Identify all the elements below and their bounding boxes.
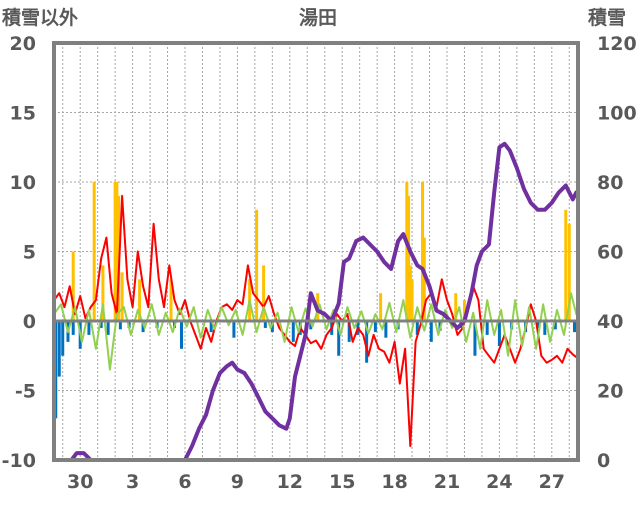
snowfall-bar — [347, 321, 351, 342]
y-left-tick-label: -10 — [2, 450, 36, 472]
precipitation-bar — [564, 209, 568, 321]
precipitation-bar — [101, 265, 105, 321]
precipitation-bar — [71, 251, 75, 321]
y-left-tick-label: -5 — [15, 381, 36, 403]
snowfall-bar — [263, 321, 267, 328]
temp_change-line — [53, 292, 578, 371]
snowfall-bar — [106, 321, 110, 335]
x-tick-label: 12 — [277, 471, 303, 493]
precipitation-bar — [567, 223, 571, 321]
x-tick-label: 15 — [329, 471, 355, 493]
precipitation-bar — [410, 279, 414, 321]
snowfall-bar — [209, 321, 213, 333]
snowfall-bar — [473, 321, 477, 356]
y-left-tick-label: 15 — [10, 103, 36, 125]
x-tick-label: 18 — [381, 471, 407, 493]
snowfall-bar — [118, 321, 122, 330]
snowfall-bar — [87, 321, 91, 335]
snowfall-bar — [232, 321, 236, 338]
line-layer — [52, 141, 579, 462]
precipitation-bar — [169, 279, 173, 321]
precipitation-bar — [379, 293, 383, 321]
precipitation-bar — [120, 272, 124, 321]
x-tick-label: 3 — [126, 471, 139, 493]
snowfall-bar — [384, 321, 388, 338]
precipitation-bar — [255, 209, 259, 321]
snowfall-bar — [573, 321, 577, 333]
snowfall-bar — [415, 321, 419, 335]
precipitation-bar — [454, 293, 458, 321]
snowfall-bar — [373, 321, 377, 333]
precipitation-bar — [138, 279, 142, 321]
snowfall-bar — [99, 321, 103, 328]
x-tick-label: 21 — [434, 471, 460, 493]
y-right-tick-label: 80 — [597, 172, 623, 194]
y-right-tick-label: 100 — [597, 103, 636, 125]
snowfall-bar — [291, 321, 295, 342]
snowfall-bar — [71, 321, 75, 335]
y-right-tick-label: 40 — [597, 311, 623, 333]
x-tick-label: 24 — [486, 471, 512, 493]
precipitation-bar — [422, 237, 426, 321]
y-left-tick-label: 20 — [10, 33, 36, 55]
snow_depth-line — [52, 141, 579, 462]
precipitation-bar — [421, 182, 425, 321]
precipitation-bar — [262, 265, 266, 321]
snowfall-bar — [485, 321, 489, 335]
temperature-line — [53, 194, 578, 448]
snowfall-bar — [553, 321, 557, 330]
grid-layer — [54, 43, 578, 460]
x-tick-label: 6 — [178, 471, 191, 493]
precipitation-bar — [115, 182, 119, 321]
y-right-tick-label: 60 — [597, 242, 623, 264]
snowfall-bar — [309, 321, 313, 330]
snowfall-bar — [536, 321, 540, 328]
precipitation-bar — [462, 300, 466, 321]
precipitation-bar — [408, 265, 412, 321]
y-left-tick-label: 5 — [23, 242, 36, 264]
snowfall-bar — [141, 321, 145, 333]
chart-title: 湯田 — [299, 7, 337, 29]
y-left-tick-label: 0 — [23, 311, 36, 333]
x-tick-label: 27 — [539, 471, 565, 493]
y-right-tick-label: 120 — [597, 33, 636, 55]
snowfall-bar — [429, 321, 433, 342]
snowfall-bar — [180, 321, 184, 349]
y-right-tick-label: 0 — [597, 450, 610, 472]
axis-labels: 20 15 10 5 0 -5 -10 120 100 80 60 40 20 0 30 3 6 9 12 15 18 2… — [2, 33, 636, 493]
snowfall-bar — [543, 321, 547, 335]
snowfall-bar — [57, 321, 61, 377]
precipitation-bar — [92, 182, 96, 321]
x-tick-label: 9 — [231, 471, 244, 493]
precipitation-bar — [405, 182, 409, 321]
y-axis-right-label: 積雪 — [588, 6, 626, 29]
plot-frame — [52, 41, 580, 462]
snowfall-bar — [365, 321, 369, 363]
y-left-tick-label: 10 — [10, 172, 36, 194]
x-tick-label: 30 — [67, 471, 93, 493]
y-axis-left-label: 積雪以外 — [2, 6, 78, 29]
y-right-tick-label: 20 — [597, 381, 623, 403]
snowfall-bar — [337, 321, 341, 356]
snowfall-bar — [497, 321, 501, 347]
precipitation-bar — [113, 182, 117, 321]
precipitation-bar — [407, 195, 411, 321]
snowfall-bar — [61, 321, 65, 356]
